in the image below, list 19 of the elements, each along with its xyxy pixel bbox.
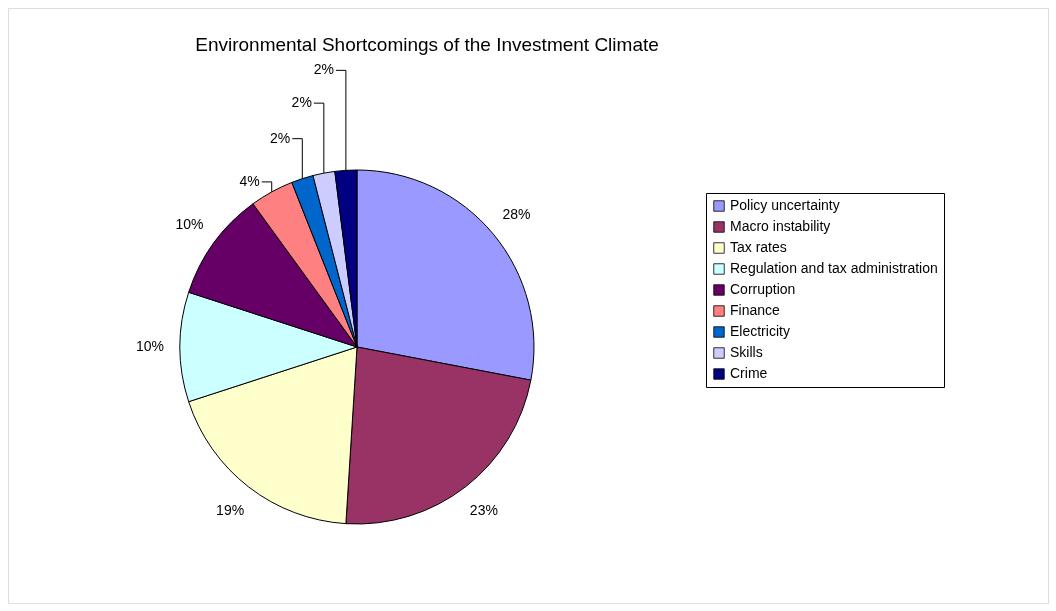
data-label: 10% xyxy=(175,216,204,233)
legend-label: Finance xyxy=(730,302,781,318)
data-label: 10% xyxy=(135,338,165,354)
legend-label: Macro instability xyxy=(730,218,831,234)
legend-label: Skills xyxy=(730,344,763,360)
data-label: 4% xyxy=(239,172,260,189)
data-label: 19% xyxy=(216,501,245,518)
legend-label: Electricity xyxy=(730,323,790,339)
data-label: 28% xyxy=(502,206,531,223)
legend-label: Regulation and tax administration xyxy=(730,260,938,276)
chart-title: Environmental Shortcomings of the Investment Climate xyxy=(195,34,659,55)
data-label: 2% xyxy=(270,129,291,146)
data-label: 2% xyxy=(291,94,312,111)
legend-label: Tax rates xyxy=(730,239,787,255)
legend-label: Policy uncertainty xyxy=(730,197,840,213)
legend-label: Corruption xyxy=(730,281,796,297)
data-label: 2% xyxy=(313,61,334,78)
legend-label: Crime xyxy=(730,365,768,381)
data-label: 23% xyxy=(469,501,498,518)
